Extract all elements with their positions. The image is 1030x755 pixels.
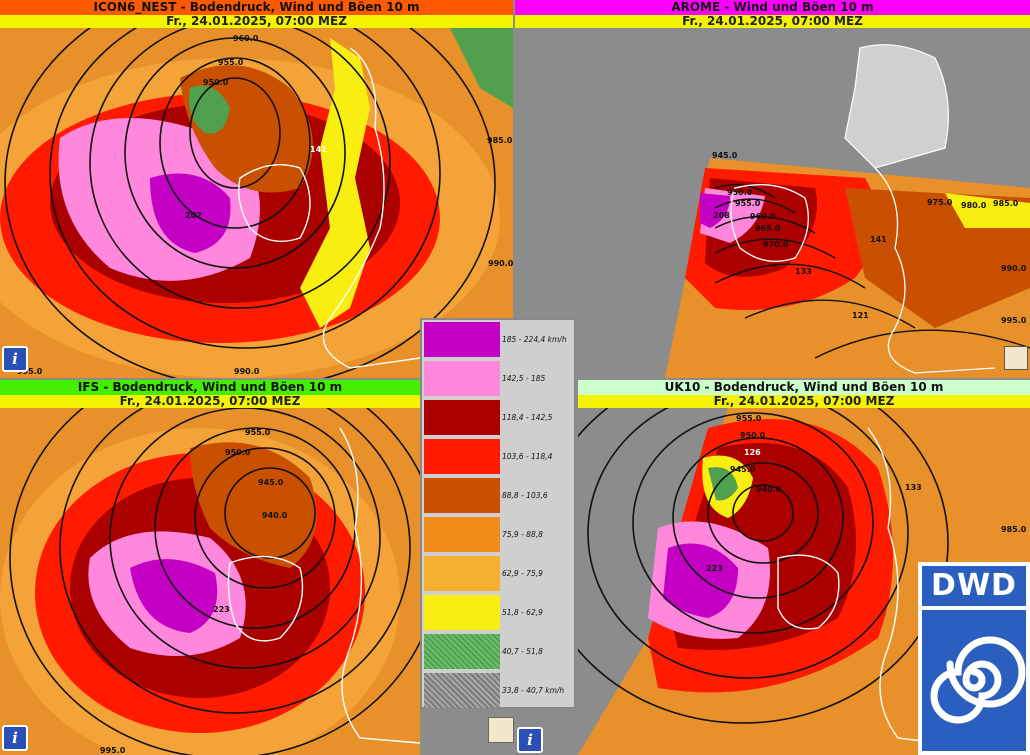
legend-row: 51,8 - 62,9	[422, 593, 574, 630]
legend-label: 118,4 - 142,5	[502, 413, 553, 422]
svg-text:960.0: 960.0	[750, 212, 776, 221]
legend-label: 103,6 - 118,4	[502, 452, 553, 461]
dwd-logo-text: DWD	[922, 566, 1026, 606]
svg-text:955.0: 955.0	[245, 428, 271, 437]
legend-swatch	[424, 595, 500, 630]
info-icon[interactable]: i	[2, 725, 28, 751]
svg-text:955.0: 955.0	[736, 414, 762, 423]
panel-title: AROME - Wind und Böen 10 m	[515, 0, 1030, 15]
panel-ifs: IFS - Bodendruck, Wind und Böen 10 m Fr.…	[0, 380, 420, 755]
panel-title: ICON6_NEST - Bodendruck, Wind und Böen 1…	[0, 0, 513, 15]
legend-row: 40,7 - 51,8	[422, 632, 574, 669]
panel-date: Fr., 24.01.2025, 07:00 MEZ	[578, 395, 1030, 408]
legend-row: 185 - 224,4 km/h	[422, 320, 574, 357]
legend-label: 33,8 - 40,7 km/h	[502, 686, 565, 695]
svg-text:995.0: 995.0	[17, 367, 43, 376]
panel-arome: AROME - Wind und Böen 10 m Fr., 24.01.20…	[515, 0, 1030, 378]
svg-text:223: 223	[706, 564, 723, 573]
svg-text:950.0: 950.0	[727, 188, 753, 197]
panel-date: Fr., 24.01.2025, 07:00 MEZ	[515, 15, 1030, 28]
legend-label: 75,9 - 88,8	[502, 530, 543, 539]
legend-row: 88,8 - 103,6	[422, 476, 574, 513]
svg-text:980.0: 980.0	[961, 201, 987, 210]
svg-text:995.0: 995.0	[1001, 316, 1027, 325]
spiral-icon	[922, 610, 1026, 751]
svg-text:133: 133	[905, 483, 922, 492]
legend-row: 33,8 - 40,7 km/h	[422, 671, 574, 708]
legend-label: 88,8 - 103,6	[502, 491, 548, 500]
legend-row: 118,4 - 142,5	[422, 398, 574, 435]
legend-label: 62,9 - 75,9	[502, 569, 543, 578]
legend-swatch	[424, 673, 500, 708]
svg-text:950.0: 950.0	[740, 431, 766, 440]
svg-text:970.0: 970.0	[763, 240, 789, 249]
info-icon[interactable]: i	[2, 346, 28, 372]
svg-text:141: 141	[310, 145, 327, 154]
panel-title: UK10 - Bodendruck, Wind und Böen 10 m	[578, 380, 1030, 395]
svg-text:945.0: 945.0	[712, 151, 738, 160]
panel-title: IFS - Bodendruck, Wind und Böen 10 m	[0, 380, 420, 395]
panel-date: Fr., 24.01.2025, 07:00 MEZ	[0, 15, 513, 28]
legend-label: 185 - 224,4 km/h	[502, 335, 567, 344]
svg-text:223: 223	[213, 605, 230, 614]
svg-text:990.0: 990.0	[234, 367, 260, 376]
svg-text:940.0: 940.0	[756, 485, 782, 494]
svg-text:955.0: 955.0	[218, 58, 244, 67]
svg-text:990.0: 990.0	[488, 259, 513, 268]
legend-swatch	[424, 439, 500, 474]
map-toggle-icon[interactable]	[1004, 346, 1028, 370]
svg-text:995.0: 995.0	[100, 746, 126, 755]
svg-text:960.0: 960.0	[233, 34, 259, 43]
legend-label: 51,8 - 62,9	[502, 608, 543, 617]
svg-text:975.0: 975.0	[927, 198, 953, 207]
svg-text:945.0: 945.0	[258, 478, 284, 487]
svg-text:208: 208	[713, 211, 730, 220]
map-toggle-icon[interactable]	[488, 717, 514, 743]
legend-swatch	[424, 361, 500, 396]
legend-swatch	[424, 634, 500, 669]
svg-text:121: 121	[852, 311, 869, 320]
svg-text:990.0: 990.0	[1001, 264, 1027, 273]
legend-row: 103,6 - 118,4	[422, 437, 574, 474]
legend-row: 62,9 - 75,9	[422, 554, 574, 591]
dwd-logo: DWD	[918, 562, 1030, 755]
map-arome: 945.0 950.0 955.0 960.0 965.0 970.0 975.…	[515, 28, 1030, 378]
svg-text:985.0: 985.0	[993, 199, 1019, 208]
svg-text:985.0: 985.0	[487, 136, 513, 145]
svg-text:202: 202	[185, 211, 202, 220]
map-ifs: 955.0 950.0 945.0 940.0 995.0 223	[0, 408, 420, 755]
legend-swatch	[424, 517, 500, 552]
legend-row: 142,5 - 185	[422, 359, 574, 396]
svg-text:985.0: 985.0	[1001, 525, 1027, 534]
svg-text:965.0: 965.0	[755, 224, 781, 233]
legend-swatch	[424, 400, 500, 435]
svg-text:950.0: 950.0	[203, 78, 229, 87]
info-icon[interactable]: i	[517, 727, 543, 753]
gust-legend: 185 - 224,4 km/h 142,5 - 185 118,4 - 142…	[420, 318, 576, 709]
legend-row: 75,9 - 88,8	[422, 515, 574, 552]
legend-swatch	[424, 556, 500, 591]
legend-swatch	[424, 478, 500, 513]
legend-label: 142,5 - 185	[502, 374, 546, 383]
legend-label: 40,7 - 51,8	[502, 647, 543, 656]
svg-text:141: 141	[870, 235, 887, 244]
panel-date: Fr., 24.01.2025, 07:00 MEZ	[0, 395, 420, 408]
svg-text:955.0: 955.0	[735, 199, 761, 208]
legend-swatch	[424, 322, 500, 357]
svg-text:945.0: 945.0	[730, 465, 756, 474]
svg-text:133: 133	[795, 267, 812, 276]
svg-text:940.0: 940.0	[262, 511, 288, 520]
svg-text:126: 126	[744, 448, 761, 457]
svg-text:950.0: 950.0	[225, 448, 251, 457]
